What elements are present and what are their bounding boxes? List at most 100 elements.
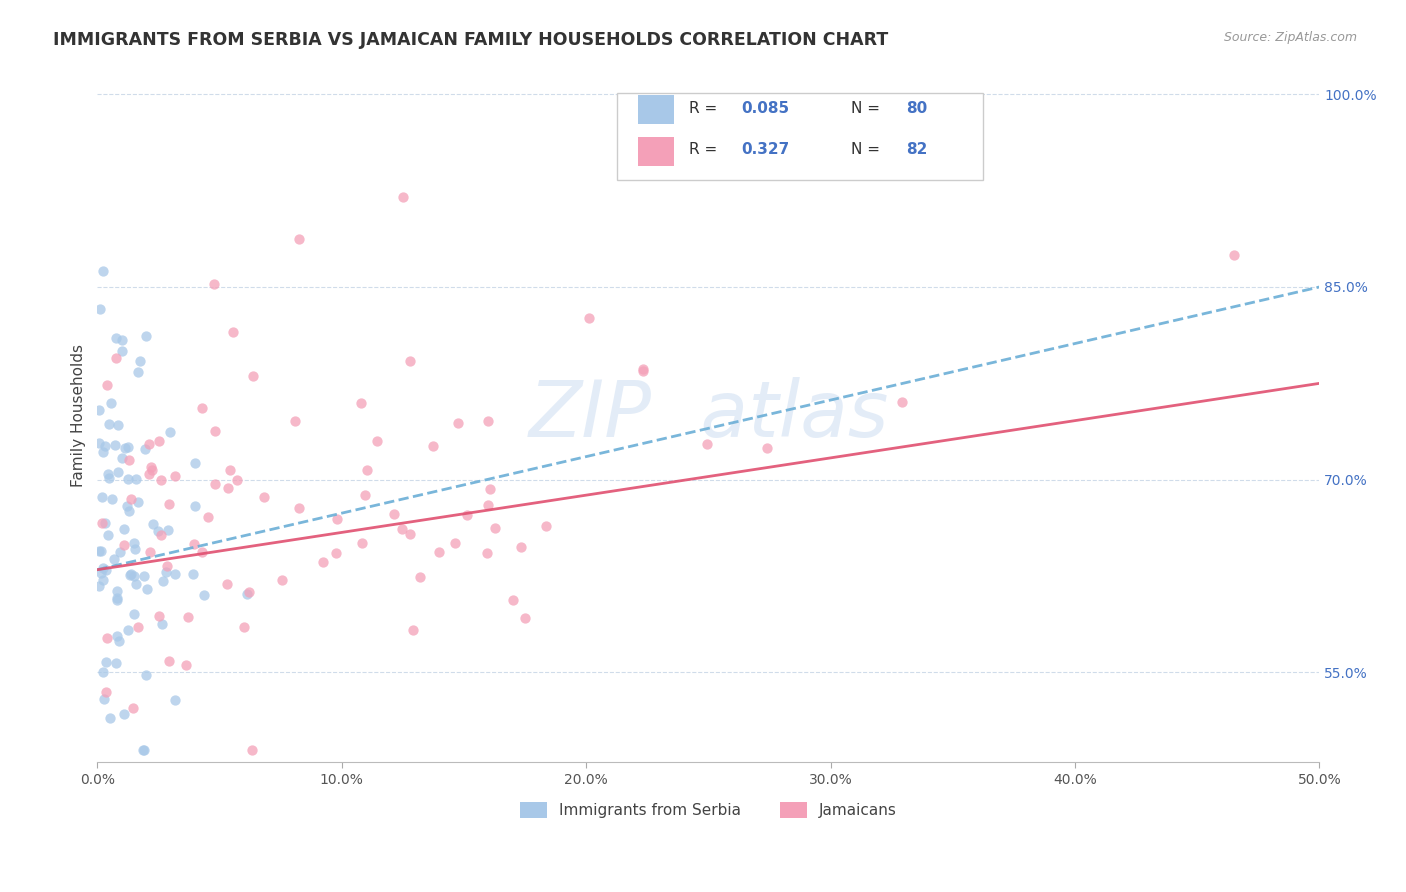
Point	[96, 378, 118, 392]
Point	[115, 499, 138, 513]
Point	[111, 451, 134, 466]
Point	[105, 351, 128, 366]
Point	[138, 437, 160, 451]
Point	[891, 395, 914, 409]
Point	[146, 524, 169, 539]
Point	[87, 435, 110, 450]
Point	[94, 685, 117, 699]
Point	[104, 438, 127, 452]
Point	[105, 591, 128, 605]
Point	[108, 634, 131, 648]
Point	[94, 563, 117, 577]
Point	[202, 277, 225, 292]
Point	[284, 414, 307, 428]
Point	[117, 623, 139, 637]
Point	[148, 609, 170, 624]
Point	[150, 616, 173, 631]
Point	[184, 456, 207, 470]
Point	[141, 463, 163, 477]
Point	[155, 566, 177, 580]
Point	[134, 569, 156, 583]
Point	[152, 574, 174, 589]
Point	[111, 344, 134, 359]
Point	[429, 545, 451, 559]
Point	[149, 473, 172, 487]
Point	[157, 523, 180, 537]
Bar	[637, 136, 675, 166]
Legend: Immigrants from Serbia, Jamaicans: Immigrants from Serbia, Jamaicans	[513, 796, 903, 824]
Point	[159, 425, 181, 440]
Point	[120, 491, 142, 506]
Point	[114, 441, 136, 455]
Text: Source: ZipAtlas.com: Source: ZipAtlas.com	[1223, 31, 1357, 45]
Point	[124, 541, 146, 556]
Point	[112, 522, 135, 536]
Text: 0.327: 0.327	[741, 142, 790, 157]
Y-axis label: Family Households: Family Households	[72, 344, 86, 487]
Point	[112, 706, 135, 721]
Point	[98, 710, 121, 724]
Point	[97, 471, 120, 485]
Point	[125, 472, 148, 486]
Point	[515, 611, 537, 625]
Point	[578, 311, 600, 326]
Point	[89, 301, 111, 316]
Point	[366, 434, 388, 448]
Text: 82: 82	[907, 142, 928, 157]
Point	[191, 401, 214, 416]
Point	[477, 414, 499, 428]
Point	[127, 365, 149, 379]
Point	[135, 328, 157, 343]
Point	[93, 573, 115, 587]
Point	[288, 232, 311, 246]
Point	[127, 495, 149, 509]
Point	[104, 331, 127, 345]
Point	[117, 441, 139, 455]
Point	[398, 354, 420, 368]
Point	[443, 536, 465, 550]
Point	[148, 434, 170, 449]
Point	[536, 519, 558, 533]
Point	[91, 665, 114, 680]
Text: ZIP  atlas: ZIP atlas	[529, 377, 889, 453]
Point	[107, 417, 129, 432]
Point	[111, 333, 134, 347]
Point	[233, 620, 256, 634]
Point	[181, 566, 204, 581]
Point	[696, 437, 718, 451]
Text: R =: R =	[689, 101, 721, 116]
Point	[409, 569, 432, 583]
Point	[93, 692, 115, 706]
Point	[97, 467, 120, 482]
Point	[87, 544, 110, 558]
Text: 80: 80	[907, 101, 928, 116]
Text: R =: R =	[689, 142, 721, 157]
Text: N =: N =	[852, 101, 886, 116]
Point	[139, 459, 162, 474]
Point	[184, 499, 207, 513]
Point	[121, 701, 143, 715]
Point	[139, 544, 162, 558]
Point	[96, 631, 118, 645]
Point	[91, 264, 114, 278]
Point	[142, 517, 165, 532]
Point	[87, 578, 110, 592]
Point	[117, 453, 139, 467]
Point	[756, 441, 779, 455]
Point	[204, 477, 226, 491]
Point	[122, 569, 145, 583]
Point	[105, 583, 128, 598]
Point	[502, 592, 524, 607]
Point	[392, 190, 415, 204]
Point	[398, 527, 420, 541]
Point	[165, 566, 187, 581]
Point	[221, 325, 243, 339]
Point	[484, 521, 506, 535]
Point	[177, 610, 200, 624]
Point	[121, 567, 143, 582]
Point	[150, 528, 173, 542]
Point	[135, 668, 157, 682]
Point	[447, 416, 470, 430]
Point	[312, 555, 335, 569]
Point	[91, 490, 114, 504]
